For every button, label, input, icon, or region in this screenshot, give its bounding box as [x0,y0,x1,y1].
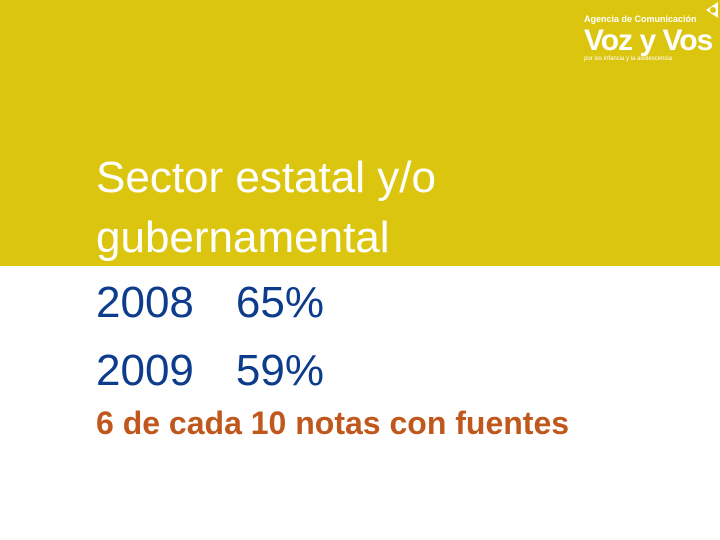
logo-mark-icon [706,2,718,18]
stat-row-2008: 2008 65% [96,278,324,328]
stat-year: 2008 [96,278,194,327]
logo-wordmark: Voz y Vos [584,24,713,57]
agency-logo: Agencia de Comunicación Voz y Vos por lo… [584,0,720,66]
stat-row-2009: 2009 59% [96,346,324,396]
slide-title: Sector estatal y/o gubernamental [96,153,436,262]
stat-percent: 65% [235,278,324,327]
summary-text: 6 de cada 10 notas con fuentes [96,405,570,441]
logo-tagline: por los infancia y la adolescencia [584,56,673,62]
header-band [0,0,720,266]
stat-percent: 59% [235,346,324,395]
stat-year: 2009 [96,346,194,395]
logo-agency-text: Agencia de Comunicación [584,14,697,24]
